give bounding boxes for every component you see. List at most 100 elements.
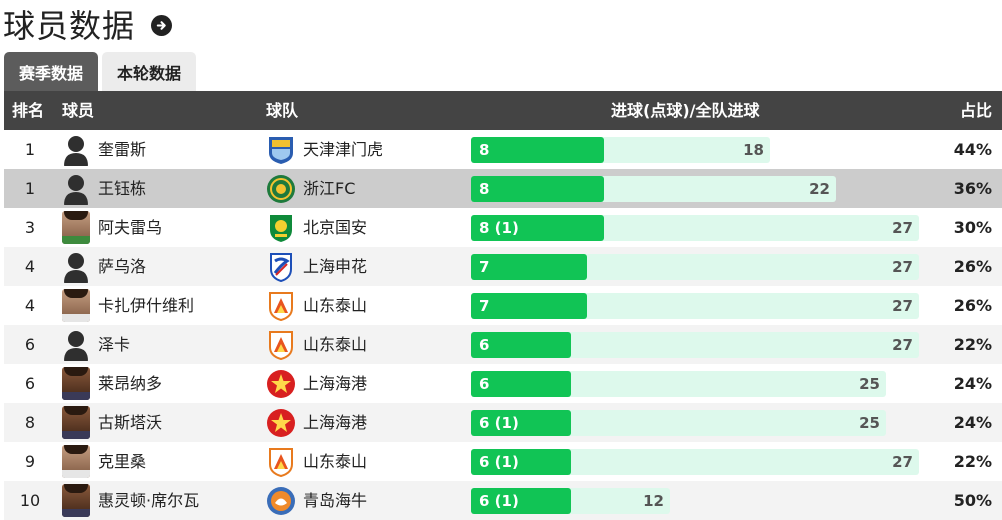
- goal-share-percent: 44%: [953, 140, 992, 159]
- column-header-pct[interactable]: 占比: [959, 101, 992, 120]
- player-name-link[interactable]: 阿夫雷乌: [98, 218, 163, 237]
- team-goals-label: 25: [859, 375, 880, 393]
- player-avatar-placeholder: [62, 172, 90, 205]
- player-name-link[interactable]: 奎雷斯: [98, 140, 147, 159]
- table-row[interactable]: 6 莱昂纳多 上海海港 6 25 24%: [4, 364, 1002, 403]
- player-avatar-placeholder: [62, 250, 90, 283]
- player-stats-table: 排名 球员 球队 进球(点球)/全队进球 占比 1 奎雷斯 天津津门虎 8 18 44% 1…: [4, 91, 1002, 520]
- goal-share-percent: 26%: [953, 257, 992, 276]
- player-name-link[interactable]: 莱昂纳多: [98, 374, 163, 393]
- team-name-link[interactable]: 上海申花: [303, 257, 368, 276]
- team-goals-label: 18: [743, 141, 764, 159]
- team-goals-label: 22: [809, 180, 830, 198]
- team-goals-label: 27: [892, 453, 913, 471]
- player-goals-bar: 6: [471, 332, 571, 358]
- column-header-rank[interactable]: 排名: [12, 101, 45, 120]
- rank-cell: 9: [24, 452, 36, 471]
- player-name-link[interactable]: 卡扎伊什维利: [98, 296, 195, 315]
- team-name-link[interactable]: 上海海港: [303, 374, 368, 393]
- column-header-goals[interactable]: 进球(点球)/全队进球: [611, 101, 760, 120]
- goal-share-percent: 24%: [953, 374, 992, 393]
- rank-cell: 6: [24, 335, 36, 354]
- player-name-link[interactable]: 惠灵顿·席尔瓦: [98, 491, 200, 510]
- goal-share-percent: 50%: [953, 491, 992, 510]
- team-goals-label: 25: [859, 414, 880, 432]
- player-photo: [62, 211, 90, 244]
- team-name-link[interactable]: 北京国安: [303, 218, 368, 237]
- table-row[interactable]: 8 古斯塔沃 上海海港 6 (1) 25 24%: [4, 403, 1002, 442]
- team-goals-label: 27: [892, 297, 913, 315]
- team-name-link[interactable]: 天津津门虎: [303, 140, 384, 159]
- player-goals-bar: 8: [471, 137, 604, 163]
- rank-cell: 3: [24, 218, 36, 237]
- player-goals-bar: 6 (1): [471, 410, 571, 436]
- team-name-link[interactable]: 浙江FC: [303, 179, 356, 198]
- rank-cell: 1: [24, 179, 36, 198]
- team-goals-label: 27: [892, 219, 913, 237]
- player-photo: [62, 484, 90, 517]
- arrow-right-icon[interactable]: [151, 14, 173, 36]
- table-body: 1 奎雷斯 天津津门虎 8 18 44% 1 王钰栋 浙江FC 8 22 36% 3 阿夫雷乌 北京国安 8 …: [4, 130, 1002, 520]
- column-header-player[interactable]: 球员: [62, 101, 95, 120]
- team-name-link[interactable]: 上海海港: [303, 413, 368, 432]
- goal-share-percent: 22%: [953, 335, 992, 354]
- team-name-link[interactable]: 青岛海牛: [303, 491, 368, 510]
- column-header-team[interactable]: 球队: [266, 101, 299, 120]
- player-goals-bar: 6: [471, 371, 571, 397]
- player-avatar-placeholder: [62, 328, 90, 361]
- rank-cell: 1: [24, 140, 36, 159]
- rank-cell: 4: [24, 296, 36, 315]
- team-goals-label: 27: [892, 258, 913, 276]
- rank-cell: 4: [24, 257, 36, 276]
- player-photo: [62, 367, 90, 400]
- table-row[interactable]: 6 泽卡 山东泰山 6 27 22%: [4, 325, 1002, 364]
- player-photo: [62, 406, 90, 439]
- table-row[interactable]: 4 卡扎伊什维利 山东泰山 7 27 26%: [4, 286, 1002, 325]
- table-header: 排名 球员 球队 进球(点球)/全队进球 占比: [4, 91, 1002, 130]
- rank-cell: 10: [19, 491, 41, 510]
- team-name-link[interactable]: 山东泰山: [303, 452, 368, 471]
- team-name-link[interactable]: 山东泰山: [303, 335, 368, 354]
- team-logo-icon: [266, 252, 296, 283]
- team-logo-icon: [266, 291, 296, 322]
- table-row[interactable]: 1 王钰栋 浙江FC 8 22 36%: [4, 169, 1002, 208]
- rank-cell: 8: [24, 413, 36, 432]
- rank-cell: 6: [24, 374, 36, 393]
- page-title: 球员数据: [3, 7, 136, 45]
- goal-share-percent: 30%: [953, 218, 992, 237]
- team-logo-icon: [266, 408, 296, 438]
- player-goals-bar: 8 (1): [471, 215, 604, 241]
- player-goals-bar: 8: [471, 176, 604, 202]
- table-row[interactable]: 10 惠灵顿·席尔瓦 青岛海牛 6 (1) 12 50%: [4, 481, 1002, 520]
- player-goals-bar: 7: [471, 254, 587, 280]
- player-goals-bar: 7: [471, 293, 587, 319]
- goal-share-percent: 24%: [953, 413, 992, 432]
- player-name-link[interactable]: 古斯塔沃: [98, 413, 163, 432]
- tab-round-stats[interactable]: 本轮数据: [102, 52, 197, 91]
- team-logo-icon: [266, 330, 296, 361]
- table-row[interactable]: 1 奎雷斯 天津津门虎 8 18 44%: [4, 130, 1002, 169]
- player-name-link[interactable]: 克里桑: [98, 452, 147, 471]
- team-name-link[interactable]: 山东泰山: [303, 296, 368, 315]
- goal-share-percent: 26%: [953, 296, 992, 315]
- team-logo-icon: [266, 174, 296, 204]
- goal-share-percent: 36%: [953, 179, 992, 198]
- goal-share-percent: 22%: [953, 452, 992, 471]
- tab-season-stats[interactable]: 赛季数据: [4, 52, 99, 91]
- table-row[interactable]: 3 阿夫雷乌 北京国安 8 (1) 27 30%: [4, 208, 1002, 247]
- table-row[interactable]: 4 萨乌洛 上海申花 7 27 26%: [4, 247, 1002, 286]
- player-name-link[interactable]: 萨乌洛: [98, 257, 147, 276]
- tab-bar: 赛季数据 本轮数据: [4, 52, 200, 91]
- team-goals-label: 27: [892, 336, 913, 354]
- player-avatar-placeholder: [62, 133, 90, 166]
- team-logo-icon: [266, 135, 296, 165]
- title-bar: 球员数据: [0, 0, 173, 48]
- team-logo-icon: [266, 486, 296, 516]
- player-photo: [62, 445, 90, 478]
- player-name-link[interactable]: 泽卡: [98, 335, 131, 354]
- player-name-link[interactable]: 王钰栋: [98, 179, 147, 198]
- table-row[interactable]: 9 克里桑 山东泰山 6 (1) 27 22%: [4, 442, 1002, 481]
- team-logo-icon: [266, 213, 296, 243]
- player-goals-bar: 6 (1): [471, 488, 571, 514]
- player-goals-bar: 6 (1): [471, 449, 571, 475]
